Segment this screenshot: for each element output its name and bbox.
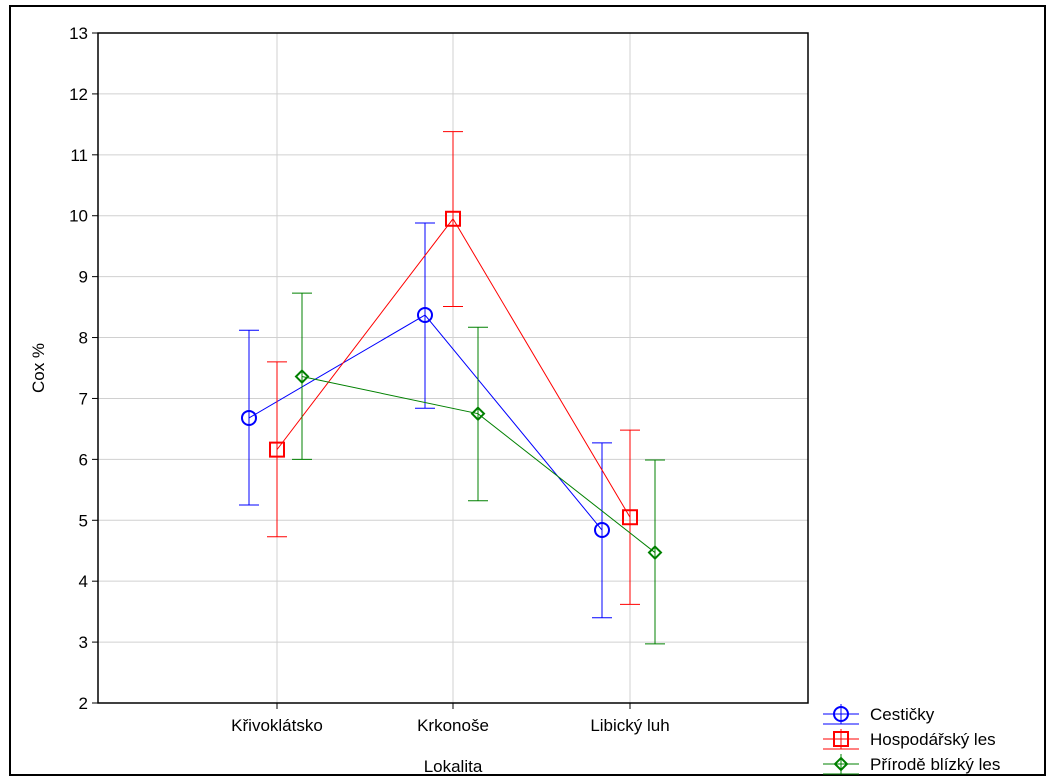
y-axis-title: Cox % [29,343,48,393]
x-axis-title: Lokalita [424,757,483,776]
data-point [470,406,486,422]
data-point [622,509,638,526]
series-layer [239,131,665,645]
legend-label: Cestičky [870,705,935,724]
data-point [647,545,663,560]
y-tick-label: 4 [79,572,88,591]
data-point [417,307,433,324]
legend-marker [833,706,849,722]
legend-label: Hospodářský les [870,730,996,749]
series-1 [239,222,612,619]
y-tick-layer: 2 3 4 5 6 7 8 9 10 11 12 13 [69,24,98,713]
y-tick-label: 5 [79,511,88,530]
legend-item-1: Cestičky [823,704,935,725]
series-2 [267,131,640,605]
data-point [294,369,310,384]
plot-border [97,32,809,704]
legend-item-2: Hospodářský les [823,729,996,750]
legend-marker [833,756,849,772]
legend-item-3: Přírodě blízký les [823,754,1000,775]
data-point [241,409,257,426]
y-tick-label: 10 [69,207,88,226]
legend: Cestičky Hospodářský les Přírodě blízký le… [823,704,1000,775]
data-point [445,210,461,227]
x-tick-layer: Křivoklátsko Krkonoše Libický luh [231,703,670,735]
x-tick-label: Krkonoše [417,716,489,735]
y-tick-label: 6 [79,450,88,469]
y-tick-label: 11 [70,146,88,165]
y-tick-label: 9 [79,268,88,287]
y-tick-label: 3 [79,633,88,652]
series-3 [292,292,665,645]
y-tick-label: 2 [79,694,88,713]
data-point [269,441,285,458]
y-tick-label: 7 [79,389,88,408]
y-tick-label: 12 [69,85,88,104]
x-tick-label: Křivoklátsko [231,716,323,735]
y-tick-label: 13 [69,24,88,43]
legend-label: Přírodě blízký les [870,755,1000,774]
data-point [594,522,610,539]
x-tick-label: Libický luh [590,716,669,735]
y-tick-label: 8 [79,329,88,348]
legend-marker [833,731,849,747]
